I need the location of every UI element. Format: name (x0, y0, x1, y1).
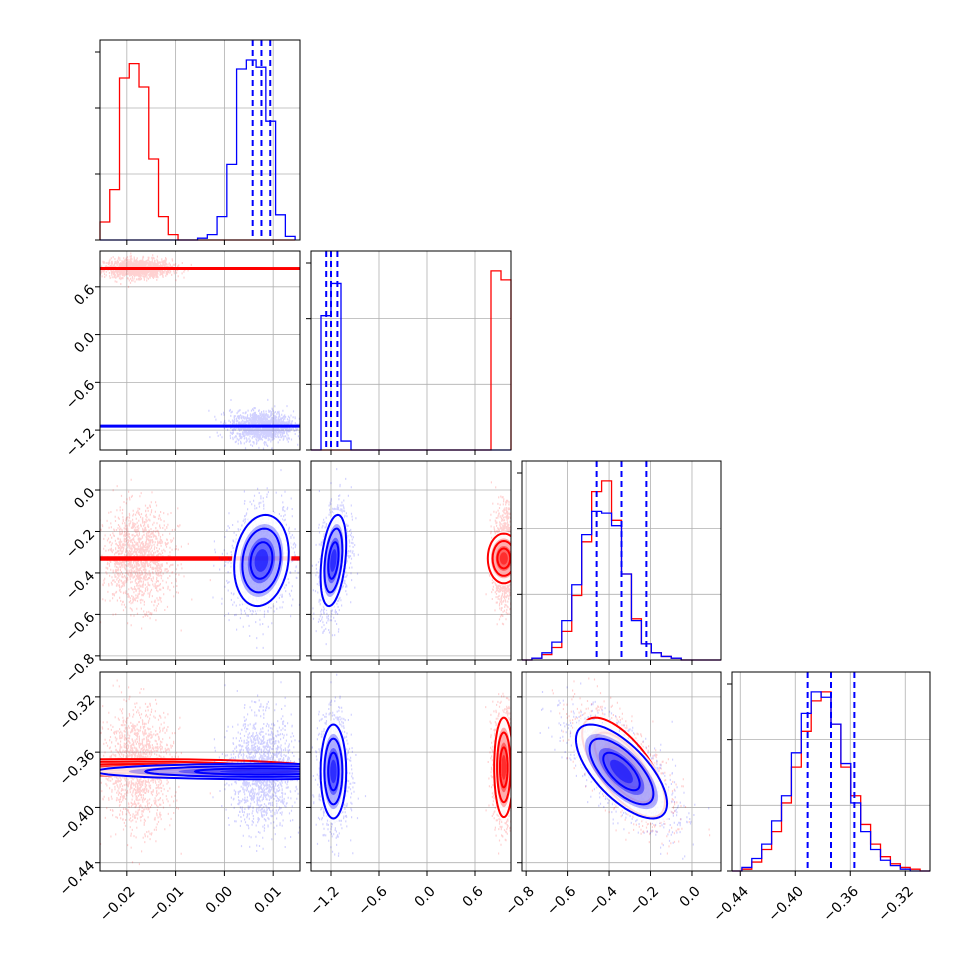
blue-density-fill (100, 763, 300, 780)
x-tick-label: −0.02 (97, 883, 139, 925)
x-tick-label: −0.6 (544, 883, 579, 918)
blue-contour (574, 723, 669, 820)
blue-scatter-points (212, 681, 300, 852)
x-tick-label: −0.44 (710, 883, 752, 925)
panel-frame (99, 250, 301, 451)
scatter-panel-1-0 (100, 251, 300, 450)
x-tick-label: −0.01 (146, 883, 188, 925)
red-contour (493, 716, 511, 819)
red-density-fill (486, 531, 511, 586)
hist-panel-1 (310, 250, 512, 451)
y-tick-label: −0.44 (57, 858, 99, 900)
x-tick-label: 0.0 (412, 883, 439, 910)
x-tick-label: −0.36 (820, 883, 862, 925)
blue-density-fill (610, 759, 633, 784)
blue-contour (233, 513, 290, 608)
hist-blue-line (100, 59, 296, 241)
red-contour (100, 267, 300, 270)
blue-contour (319, 513, 348, 608)
blue-contour (327, 751, 340, 792)
blue-contour (323, 527, 344, 594)
blue-density-fill (330, 759, 337, 784)
x-tick-label: −0.2 (627, 883, 662, 918)
hist-blue-line (311, 282, 511, 451)
red-contour (486, 532, 511, 585)
blue-density-fill (220, 769, 300, 774)
x-tick-label: 0.00 (203, 883, 236, 916)
blue-contour (249, 541, 274, 580)
red-scatter-points (100, 478, 211, 632)
panel-frame (310, 460, 512, 661)
blue-contour (319, 723, 348, 820)
x-tick-label: 0.6 (460, 883, 487, 910)
blue-contour (143, 765, 300, 778)
panel-frame (310, 671, 512, 872)
scatter-panel-3-2 (522, 672, 721, 871)
blue-contour (327, 541, 340, 580)
hist-panel-3 (731, 671, 931, 872)
blue-contour (588, 737, 655, 806)
red-density-fill (501, 754, 507, 780)
x-tick-label: −1.2 (307, 883, 342, 918)
red-density-fill (499, 552, 508, 565)
x-tick-label: −0.6 (355, 883, 390, 918)
y-tick-label: −0.6 (63, 377, 98, 412)
x-tick-label: −0.32 (875, 883, 917, 925)
x-tick-label: 0.01 (252, 883, 285, 916)
panel-frame (99, 671, 301, 872)
blue-density-fill (330, 549, 337, 572)
y-tick-label: 0.6 (71, 282, 98, 309)
red-contour (496, 731, 511, 804)
blue-contour (602, 751, 641, 792)
scatter-panel-3-1 (311, 672, 511, 871)
hist-panel-0 (99, 39, 301, 241)
x-tick-label: 0.0 (677, 883, 704, 910)
y-tick-label: −0.6 (63, 609, 98, 644)
red-density-fill (100, 557, 300, 559)
x-tick-label: −0.40 (765, 883, 807, 925)
hist-blue-line (522, 510, 721, 661)
y-tick-label: −0.2 (63, 526, 98, 561)
y-tick-label: −0.8 (63, 651, 98, 686)
y-tick-label: −0.40 (57, 802, 99, 844)
scatter-panel-2-1 (311, 461, 511, 660)
y-tick-label: −0.4 (63, 568, 98, 603)
red-contour (496, 547, 511, 570)
blue-contour (193, 767, 300, 776)
y-tick-label: 0.0 (71, 330, 98, 357)
blue-density-fill (254, 549, 269, 572)
blue-contour (241, 527, 282, 594)
panel-frame (521, 671, 722, 872)
red-contour (491, 539, 511, 577)
hist-panel-2 (521, 460, 722, 661)
y-tick-label: −1.2 (63, 425, 98, 460)
blue-contour (323, 737, 344, 806)
scatter-panel-2-0 (100, 461, 300, 660)
red-contour (499, 746, 509, 789)
panel-frame (99, 460, 301, 661)
scatter-panel-3-0 (100, 672, 300, 871)
y-tick-label: −0.36 (57, 747, 99, 789)
y-tick-label: 0.0 (71, 485, 98, 512)
x-tick-label: −0.4 (585, 883, 620, 918)
red-scatter-points (100, 252, 192, 288)
x-tick-label: −0.8 (503, 883, 538, 918)
y-tick-label: −0.32 (57, 692, 99, 734)
